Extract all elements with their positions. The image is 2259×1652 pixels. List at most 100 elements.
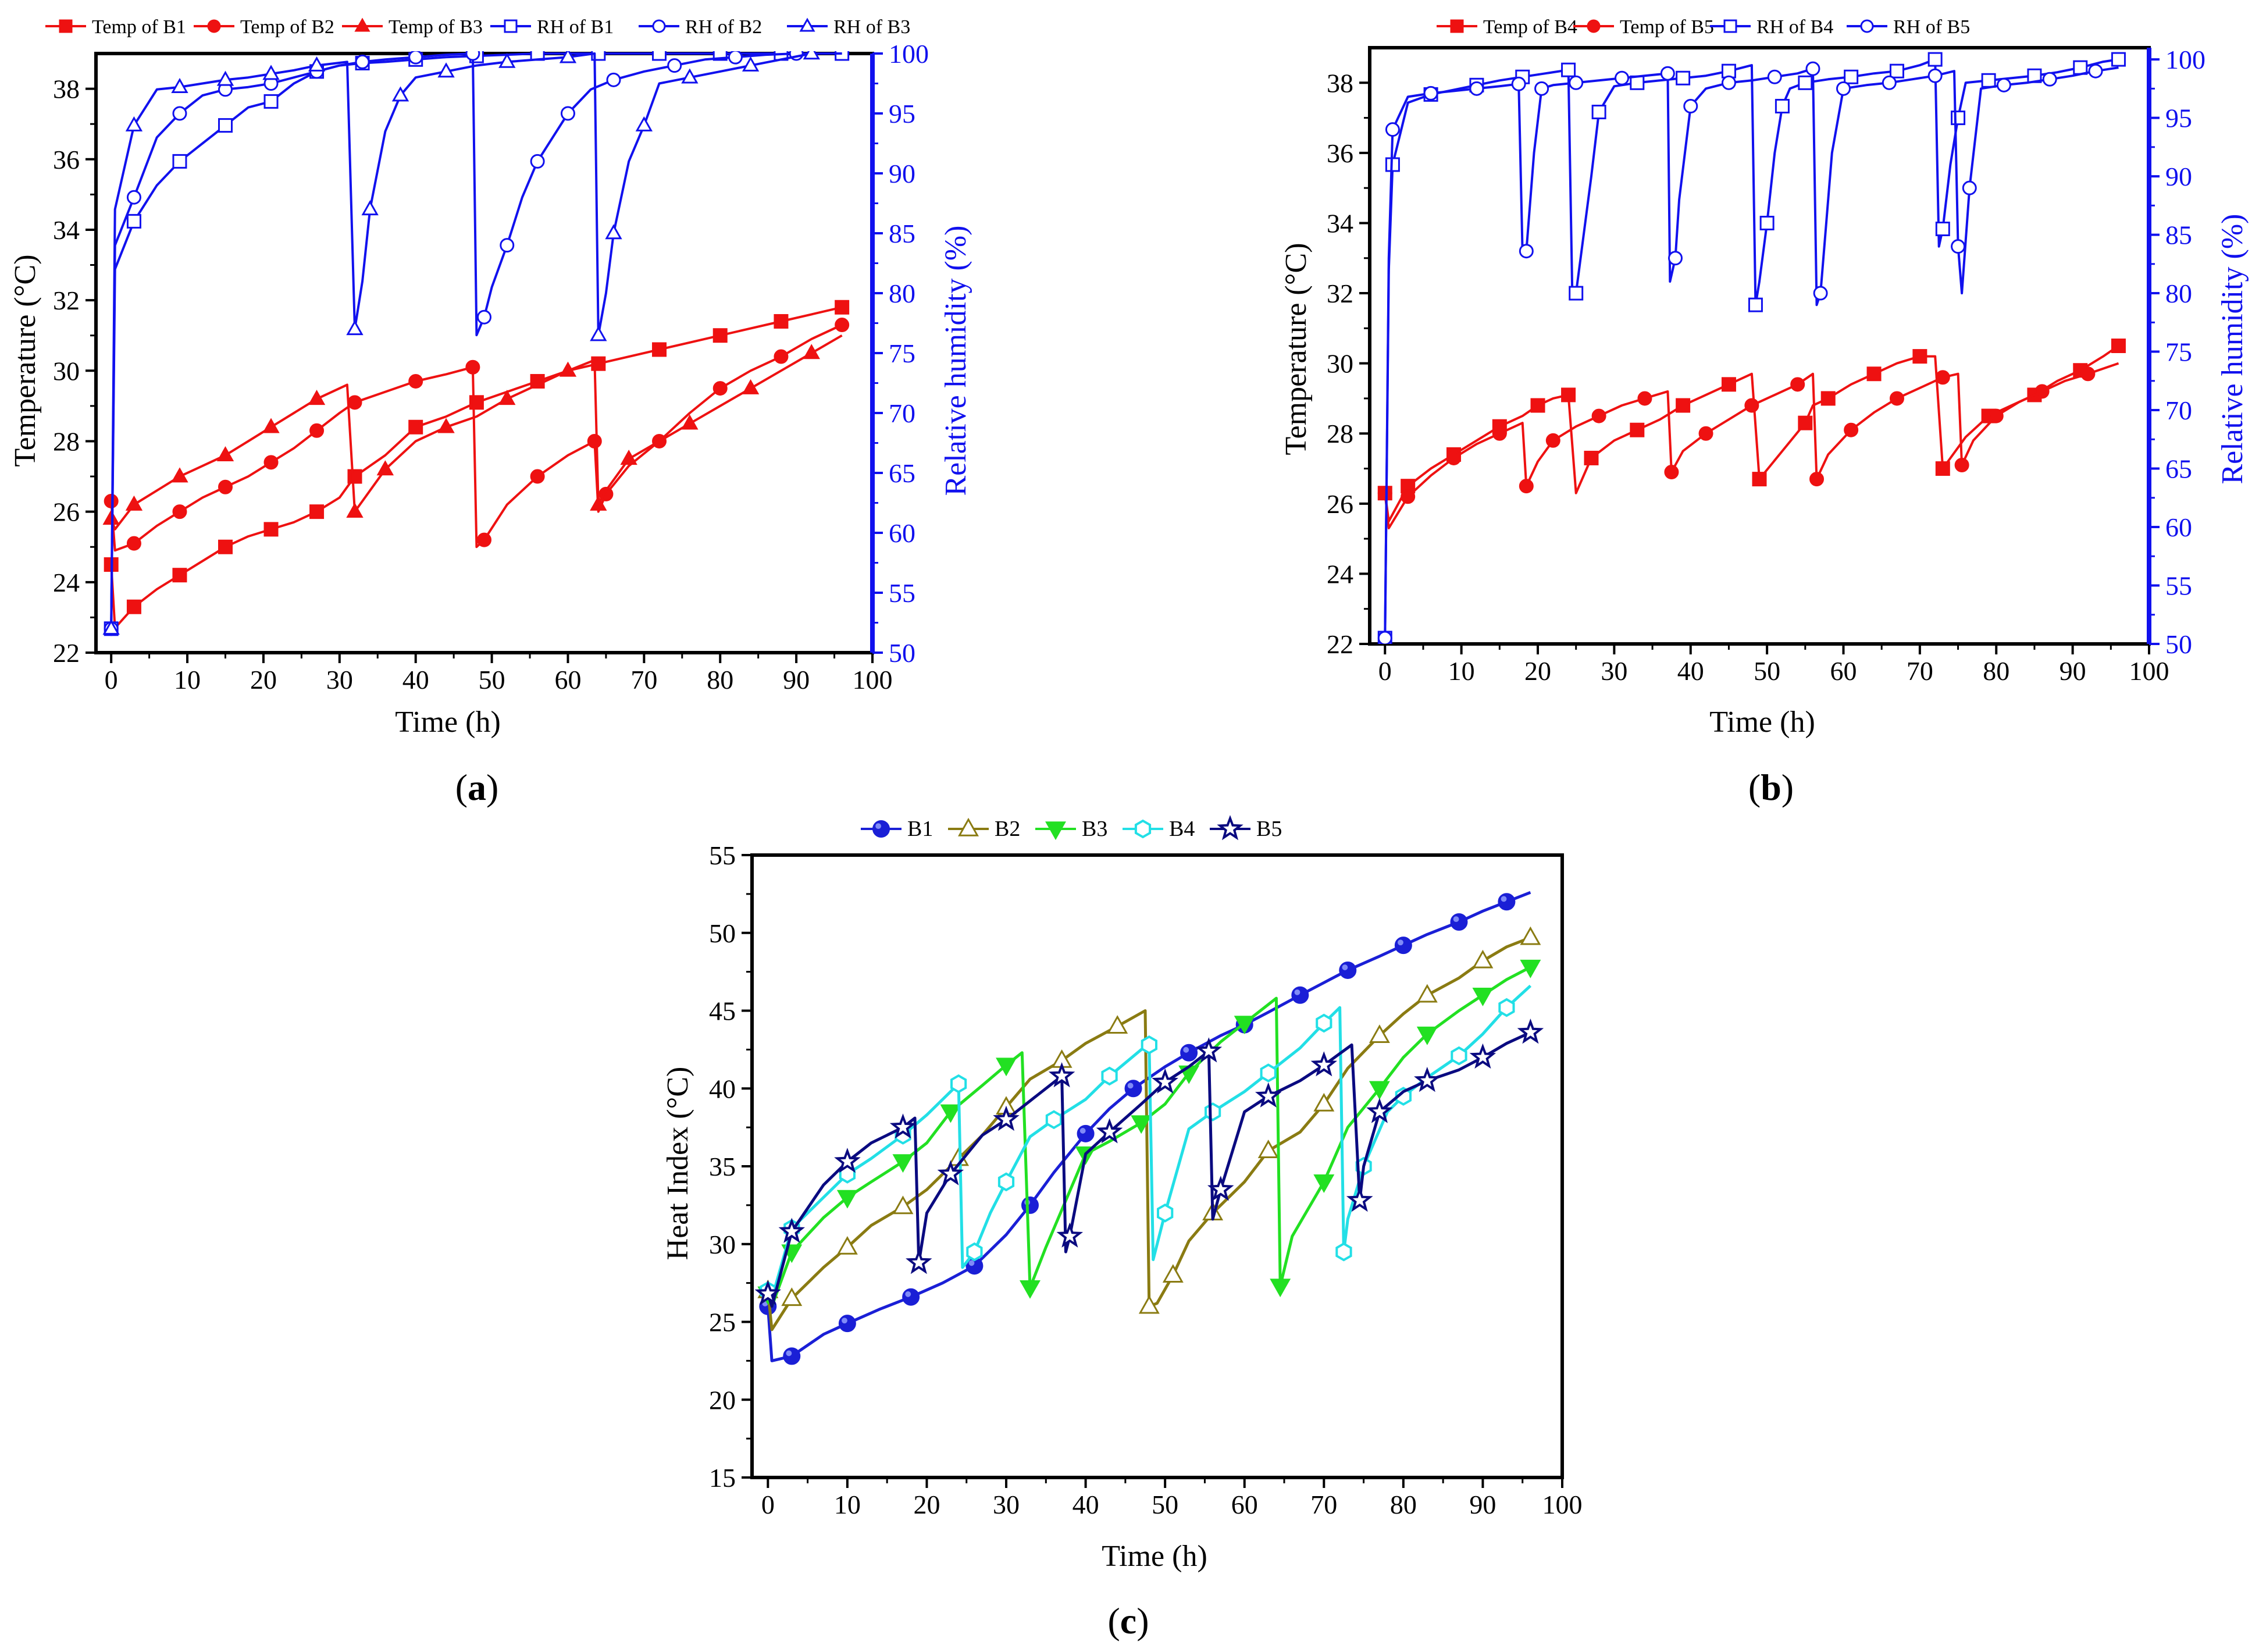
point-b1-highlight: [1079, 1128, 1086, 1134]
point-b4: [1141, 1035, 1157, 1055]
point-temp-of-b1: [172, 568, 187, 583]
point-b5: [1255, 1082, 1282, 1108]
y-tick-label: 34: [1327, 208, 1353, 238]
y-tick-label: 30: [709, 1230, 736, 1259]
x-tick-label: 0: [1378, 656, 1392, 686]
point-b5: [1048, 1062, 1075, 1088]
point-temp-of-b1: [263, 522, 279, 537]
point-rh-of-b5: [1951, 239, 1966, 254]
x-tick-label: 70: [1310, 1490, 1337, 1519]
plot-area-a: [102, 51, 850, 636]
point-rh-of-b3: [681, 68, 699, 84]
point-rh-of-b3: [361, 200, 379, 216]
caption-c: (c): [1107, 1600, 1149, 1642]
legend-item-rh-of-b5: RH of B5: [1847, 16, 1970, 38]
y2-tick-label: 60: [2165, 512, 2192, 542]
point-rh-of-b2: [667, 58, 682, 73]
point-rh-of-b3: [590, 326, 607, 341]
legend-item-temp-of-b2: Temp of B2: [194, 16, 334, 38]
legend-a: Temp of B1 Temp of B2 Temp of B3 RH of B1 RH…: [45, 16, 910, 38]
series-line-temp-of-b2: [110, 323, 843, 552]
point-rh-of-b4: [1951, 111, 1966, 126]
y2-tick-label: 100: [889, 39, 929, 69]
point-temp-of-b2: [408, 373, 423, 389]
point-rh-of-b5: [1660, 66, 1675, 81]
legend-marker-temp-of-b1: [59, 19, 73, 33]
x-tick-label: 70: [1907, 656, 1933, 686]
point-b4: [1395, 1087, 1412, 1106]
plot-frame-a: [94, 52, 874, 654]
point-rh-of-b3: [346, 320, 364, 336]
point-rh-of-b4: [1889, 63, 1904, 79]
point-rh-of-b5: [1534, 81, 1549, 96]
point-temp-of-b3: [559, 361, 577, 377]
point-rh-of-b5: [2088, 63, 2103, 79]
point-rh-of-b3: [559, 51, 577, 63]
y-tick-label: 36: [1327, 138, 1353, 168]
point-rh-of-b4: [1676, 70, 1691, 86]
point-b2: [1313, 1092, 1335, 1112]
y-tick-label: 55: [709, 841, 736, 870]
point-b1-highlight: [1127, 1083, 1134, 1089]
point-b1-highlight: [1398, 939, 1403, 946]
point-rh-of-b5: [1519, 244, 1534, 259]
point-b3: [1270, 1279, 1291, 1298]
point-temp-of-b1: [347, 469, 362, 484]
legend-label-rh-of-b2: RH of B2: [685, 16, 762, 38]
point-b3: [1234, 1016, 1255, 1035]
legend-marker-temp-of-b3: [354, 17, 370, 32]
point-temp-of-b5: [1935, 370, 1950, 385]
point-b3: [1520, 959, 1541, 978]
point-rh-of-b2: [465, 51, 480, 61]
point-b4: [1335, 1242, 1352, 1262]
x-tick-label: 90: [2060, 656, 2086, 686]
y2-tick-label: 100: [2165, 45, 2205, 74]
plot-frame-b: [1368, 46, 2151, 646]
x-tick-label: 60: [1231, 1490, 1258, 1519]
plot-frame-c: [750, 853, 1564, 1479]
x-tick-label: 90: [783, 665, 810, 695]
point-temp-of-b5: [1591, 408, 1606, 423]
point-rh-of-b3: [125, 116, 143, 131]
point-temp-of-b3: [437, 418, 455, 433]
point-rh-of-b5: [1927, 68, 1943, 83]
point-rh-of-b4: [1569, 286, 1584, 301]
point-b5: [1096, 1118, 1123, 1144]
point-b1-highlight: [968, 1260, 975, 1266]
y2-tick-label: 65: [889, 458, 915, 488]
point-rh-of-b3: [742, 56, 760, 72]
axes-b: 0 10 20 30 40 50 60 70 80 90 100 22 24 26 28 30 32 34 36 38…: [1327, 45, 2205, 686]
point-b4: [1157, 1203, 1174, 1223]
point-b5: [1346, 1186, 1373, 1212]
x-tick-label: 70: [630, 665, 657, 695]
point-temp-of-b2: [263, 455, 279, 470]
series-line-temp-of-b4: [1384, 344, 2119, 522]
point-b5: [993, 1105, 1020, 1131]
series-line-temp-of-b5: [1384, 362, 2119, 529]
panel-b: Temp of B4 Temp of B5 RH of B4 RH of B5 0 10…: [1280, 16, 2249, 808]
x-tick-label: 50: [1754, 656, 1780, 686]
point-temp-of-b3: [498, 390, 516, 405]
point-temp-of-b4: [1798, 415, 1813, 430]
point-b1-highlight: [842, 1318, 847, 1324]
x-axis-label-a: Time (h): [395, 706, 501, 739]
point-rh-of-b5: [1615, 70, 1630, 86]
point-rh-of-b4: [2111, 52, 2126, 67]
point-temp-of-b1: [408, 419, 423, 435]
point-rh-of-b5: [1882, 75, 1897, 90]
point-temp-of-b3: [308, 390, 326, 405]
y-tick-label: 20: [709, 1385, 736, 1415]
y-tick-label: 15: [709, 1463, 736, 1493]
y-tick-label: 40: [709, 1074, 736, 1103]
point-rh-of-b4: [1927, 52, 1943, 67]
point-rh-of-b3: [605, 224, 622, 240]
point-rh-of-b3: [803, 51, 820, 60]
caption-c-letter: c: [1120, 1600, 1136, 1642]
point-b1: [783, 1347, 801, 1365]
point-b5: [1207, 1176, 1234, 1201]
legend-label-b1: B1: [907, 817, 933, 841]
point-temp-of-b5: [1446, 450, 1462, 465]
point-rh-of-b3: [437, 62, 455, 78]
point-rh-of-b3: [171, 77, 188, 93]
point-b1: [1180, 1044, 1198, 1062]
